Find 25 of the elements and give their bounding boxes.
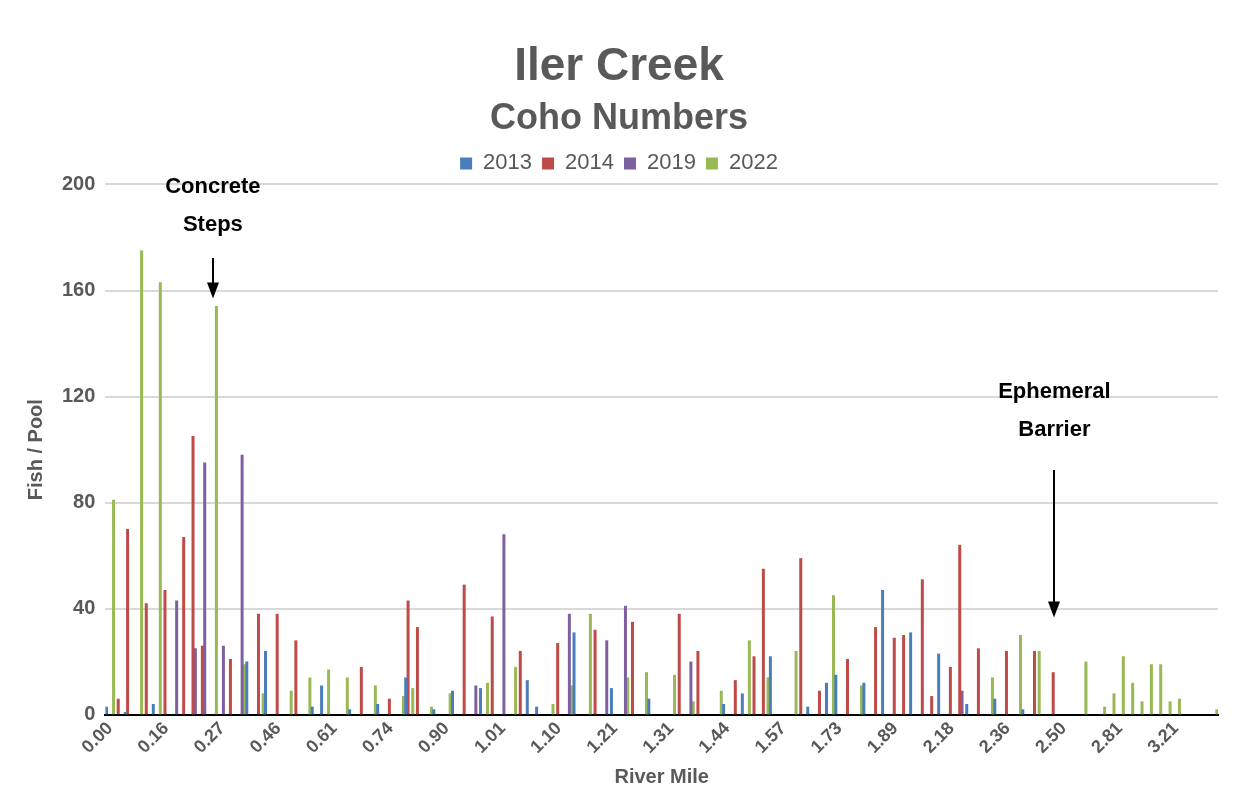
x-tick-label: 0.16 (133, 717, 173, 757)
y-tick-label: 80 (73, 490, 96, 513)
legend-label: 2014 (565, 149, 615, 175)
x-tick-label: 0.46 (245, 717, 285, 757)
annotation: Concrete Steps (165, 173, 261, 237)
legend-label: 2013 (483, 149, 533, 175)
x-axis-title: River Mile (614, 764, 709, 787)
legend-label: 2019 (647, 149, 696, 175)
legend-label: 2022 (728, 149, 778, 175)
chart-title: Iler Creek (514, 38, 725, 91)
x-tick-label: 0.74 (357, 717, 397, 757)
x-tick-label: 1.21 (582, 717, 622, 757)
x-tick-label: 0.90 (414, 717, 453, 757)
y-axis-title: Fish / Pool (23, 399, 46, 501)
y-tick-label: 200 (61, 171, 96, 194)
y-tick-label: 120 (61, 384, 96, 407)
chart-subtitle: Coho Numbers (489, 95, 749, 137)
y-tick-label: 40 (73, 596, 96, 619)
y-tick-label: 0 (84, 702, 96, 725)
x-tick-label: 0.61 (301, 717, 341, 757)
x-tick-label: 1.31 (638, 717, 678, 757)
y-tick-label: 160 (61, 278, 96, 301)
x-tick-label: 3.21 (1143, 717, 1183, 757)
annotation: Ephemeral Barrier (998, 378, 1111, 442)
x-tick-label: 1.01 (470, 717, 510, 757)
